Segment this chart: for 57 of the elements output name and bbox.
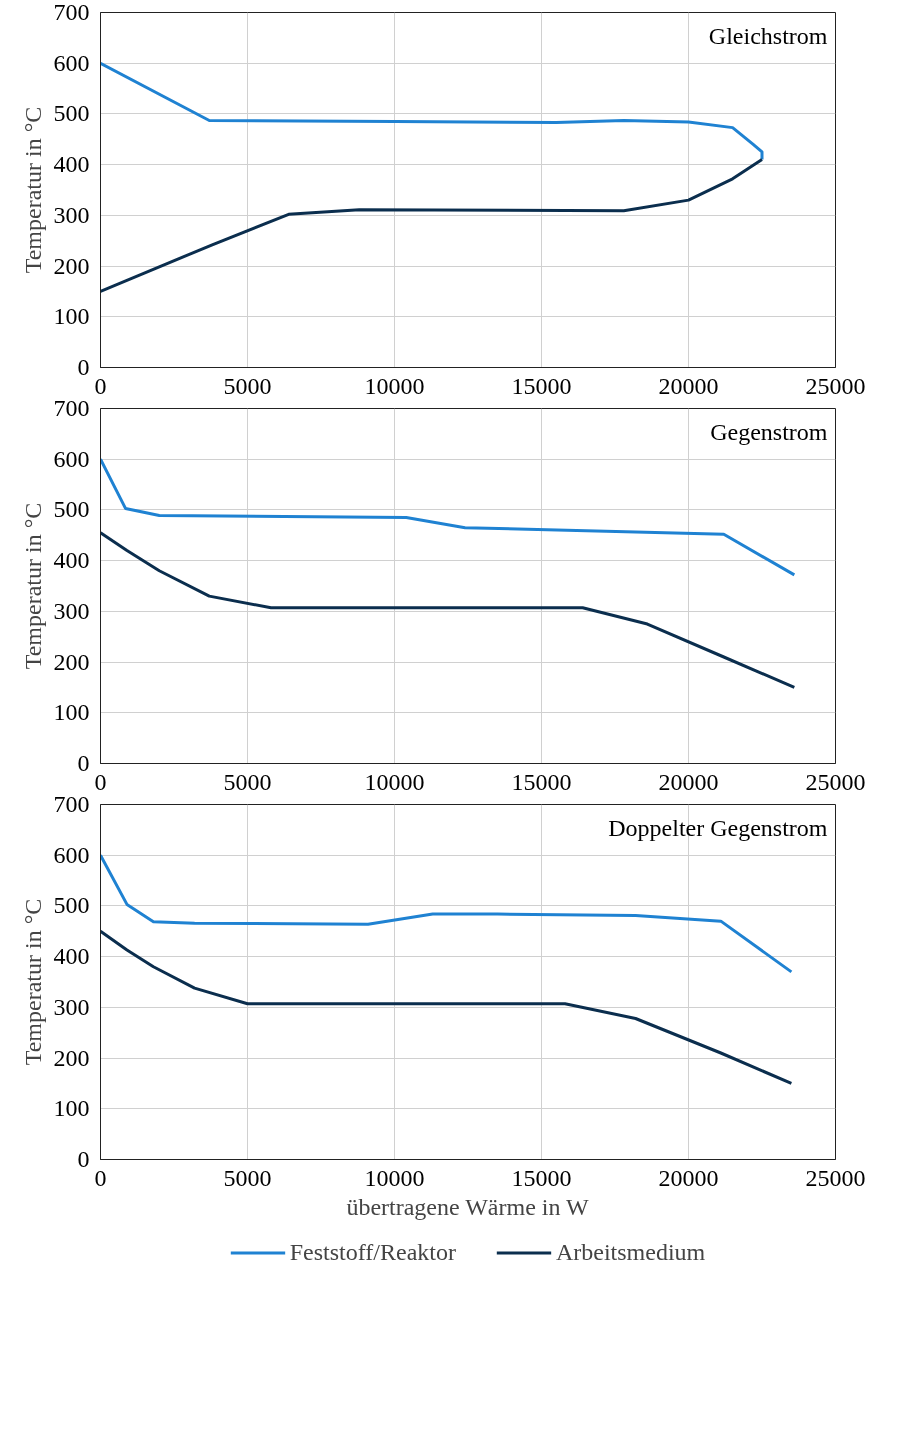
y-tick-label: 200: [53, 1044, 90, 1071]
y-tick-label: 100: [53, 303, 90, 330]
x-tick-label: 15000: [511, 372, 572, 399]
x-tick-label: 15000: [511, 768, 572, 795]
legend-label: Feststoff/Reaktor: [289, 1238, 456, 1266]
line-series: [100, 531, 796, 689]
x-tick-label: 0: [94, 768, 107, 795]
annotation: Doppelter Gegenstrom: [608, 814, 828, 841]
y-tick-label: 200: [53, 252, 90, 279]
x-tick-label: 25000: [805, 768, 866, 795]
annotation: Gleichstrom: [708, 22, 828, 49]
y-tick-label: 500: [53, 892, 90, 919]
x-tick-label: 25000: [805, 372, 866, 399]
x-tick-label: 10000: [364, 372, 425, 399]
annotation: Gegenstrom: [710, 418, 828, 445]
y-tick-label: 0: [77, 1146, 90, 1172]
x-tick-label: 10000: [364, 768, 425, 795]
x-tick-label: 5000: [223, 768, 272, 795]
y-tick-label: 500: [53, 496, 90, 523]
x-tick-label: 0: [94, 372, 107, 399]
y-tick-label: 400: [53, 151, 90, 178]
y-tick-label: 500: [53, 100, 90, 127]
y-tick-label: 700: [53, 395, 90, 421]
y-tick-label: 200: [53, 648, 90, 675]
line-series: [100, 61, 764, 162]
y-tick-label: 700: [53, 791, 90, 817]
y-tick-label: 0: [77, 750, 90, 776]
y-tick-label: 700: [53, 0, 90, 25]
y-tick-label: 300: [53, 993, 90, 1020]
x-tick-label: 25000: [805, 1164, 866, 1191]
y-tick-label: 0: [77, 354, 90, 380]
y-tick-label: 300: [53, 597, 90, 624]
line-series: [100, 457, 796, 577]
y-axis-title: Temperatur in °C: [19, 898, 46, 1066]
y-axis-title: Temperatur in °C: [19, 502, 46, 670]
x-tick-label: 15000: [511, 1164, 572, 1191]
y-tick-label: 100: [53, 699, 90, 726]
y-tick-label: 300: [53, 201, 90, 228]
x-tick-label: 5000: [223, 1164, 272, 1191]
line-series: [100, 158, 764, 293]
x-axis-title: übertragene Wärme in W: [346, 1193, 590, 1220]
y-tick-label: 400: [53, 547, 90, 574]
line-series: [100, 853, 793, 974]
x-tick-label: 10000: [364, 1164, 425, 1191]
x-tick-label: 20000: [658, 372, 719, 399]
x-tick-label: 20000: [658, 768, 719, 795]
legend-label: Arbeitsmedium: [555, 1238, 706, 1266]
y-tick-label: 400: [53, 943, 90, 970]
y-tick-label: 600: [53, 841, 90, 868]
x-tick-label: 5000: [223, 372, 272, 399]
y-tick-label: 100: [53, 1095, 90, 1122]
y-tick-label: 600: [53, 445, 90, 472]
y-tick-label: 600: [53, 49, 90, 76]
x-tick-label: 0: [94, 1164, 107, 1191]
x-tick-label: 20000: [658, 1164, 719, 1191]
y-axis-title: Temperatur in °C: [19, 106, 46, 274]
line-series: [100, 929, 793, 1085]
